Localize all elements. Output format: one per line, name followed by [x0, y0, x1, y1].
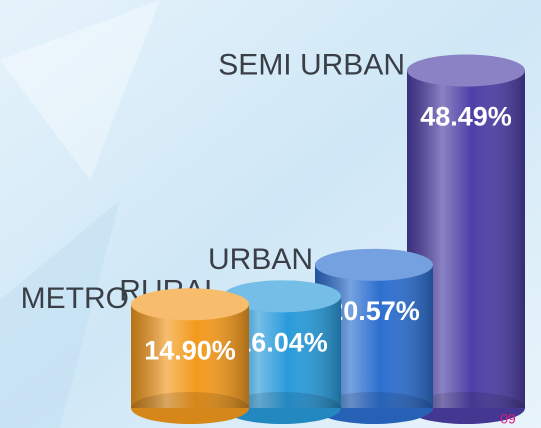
cylinder-base-shade — [131, 392, 249, 424]
cylinder-top-light — [131, 288, 249, 320]
chart: 48.49%SEMI URBAN20.57%URBAN16.04%RURAL14… — [0, 0, 541, 428]
cylinder-top-light — [407, 55, 525, 87]
value-label: 14.90% — [144, 335, 236, 365]
category-label: URBAN — [208, 243, 313, 276]
cylinder-top-light — [315, 249, 433, 281]
value-label: 16.04% — [236, 327, 328, 357]
value-label: 20.57% — [328, 296, 420, 326]
page-number: 09 — [500, 411, 516, 427]
category-label: METRO — [21, 282, 129, 315]
category-label: SEMI URBAN — [218, 48, 405, 81]
value-label: 48.49% — [420, 102, 512, 132]
